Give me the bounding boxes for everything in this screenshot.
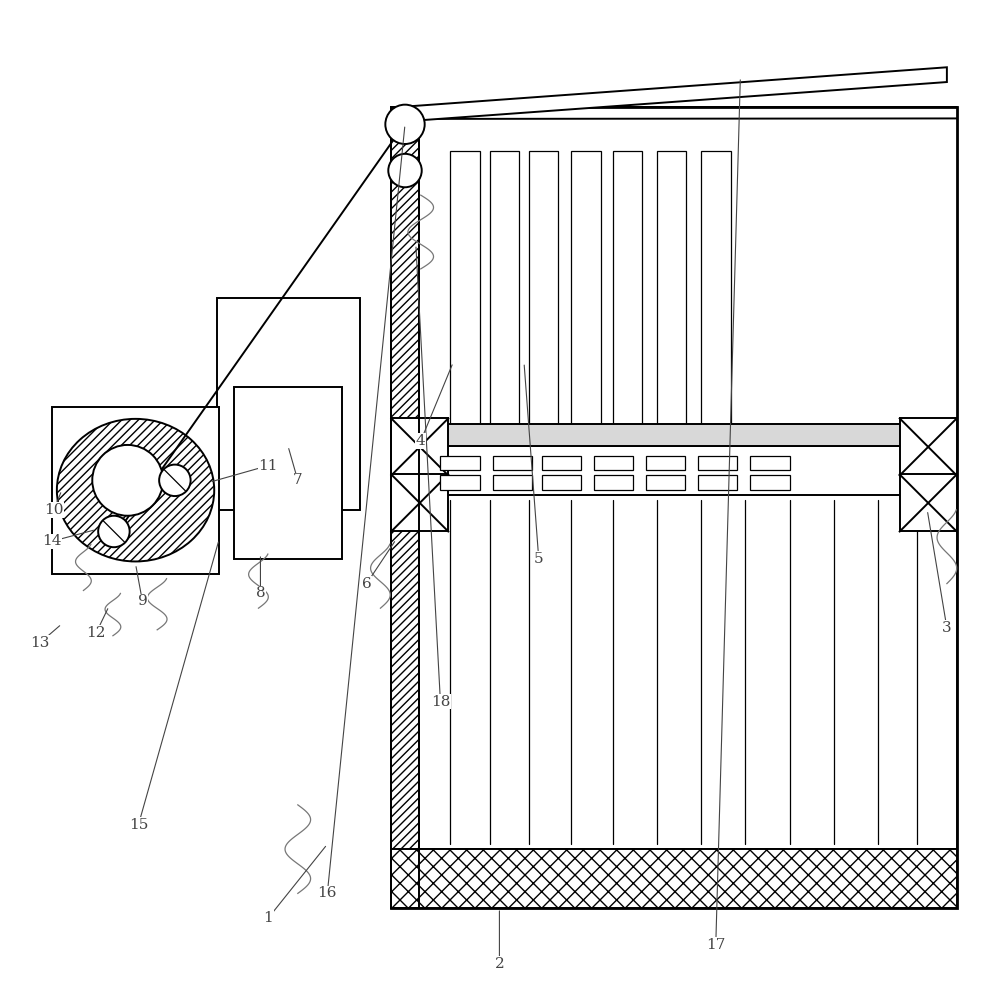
Polygon shape <box>405 67 946 121</box>
Bar <box>218 298 360 510</box>
Bar <box>572 151 600 436</box>
Text: 12: 12 <box>86 626 106 640</box>
Bar <box>392 474 448 531</box>
Text: 5: 5 <box>534 552 544 566</box>
Bar <box>493 456 532 470</box>
Bar <box>490 151 519 436</box>
Text: 16: 16 <box>317 886 337 900</box>
Text: 10: 10 <box>45 503 63 517</box>
Text: 18: 18 <box>431 695 450 709</box>
Bar <box>392 495 956 849</box>
Bar <box>900 474 956 531</box>
Bar <box>751 456 789 470</box>
Bar <box>392 107 418 908</box>
Text: 3: 3 <box>943 621 951 635</box>
Bar <box>440 456 480 470</box>
Circle shape <box>92 445 163 516</box>
Bar <box>392 424 956 446</box>
Text: 17: 17 <box>706 938 726 952</box>
Bar <box>392 107 418 908</box>
Bar <box>698 456 738 470</box>
Bar <box>593 456 633 470</box>
Text: 7: 7 <box>293 473 303 487</box>
Text: 2: 2 <box>494 957 504 971</box>
Bar <box>392 446 956 505</box>
Text: 8: 8 <box>255 586 265 600</box>
Text: 9: 9 <box>137 594 147 608</box>
Bar <box>450 151 480 436</box>
Circle shape <box>386 105 424 144</box>
Circle shape <box>98 516 130 547</box>
Bar <box>233 387 342 559</box>
Bar <box>900 418 956 475</box>
Bar <box>701 151 731 436</box>
Text: 15: 15 <box>129 818 148 832</box>
Circle shape <box>389 154 421 187</box>
Bar <box>646 475 685 490</box>
Bar <box>440 475 480 490</box>
Circle shape <box>159 465 191 496</box>
Bar <box>392 418 448 475</box>
Bar <box>657 151 686 436</box>
Bar <box>612 151 642 436</box>
Text: 4: 4 <box>415 434 425 448</box>
Text: 11: 11 <box>258 459 278 473</box>
Bar <box>52 407 220 574</box>
Bar <box>646 456 685 470</box>
Text: 6: 6 <box>362 577 372 591</box>
Bar <box>542 475 582 490</box>
Bar <box>751 475 789 490</box>
Bar <box>593 475 633 490</box>
Ellipse shape <box>56 419 215 561</box>
Bar <box>493 475 532 490</box>
Bar <box>542 456 582 470</box>
Text: 1: 1 <box>263 911 273 925</box>
Text: 13: 13 <box>31 636 49 650</box>
Text: 14: 14 <box>43 534 61 548</box>
Bar <box>698 475 738 490</box>
Bar <box>392 849 956 908</box>
Bar <box>392 107 956 908</box>
Bar <box>529 151 559 436</box>
